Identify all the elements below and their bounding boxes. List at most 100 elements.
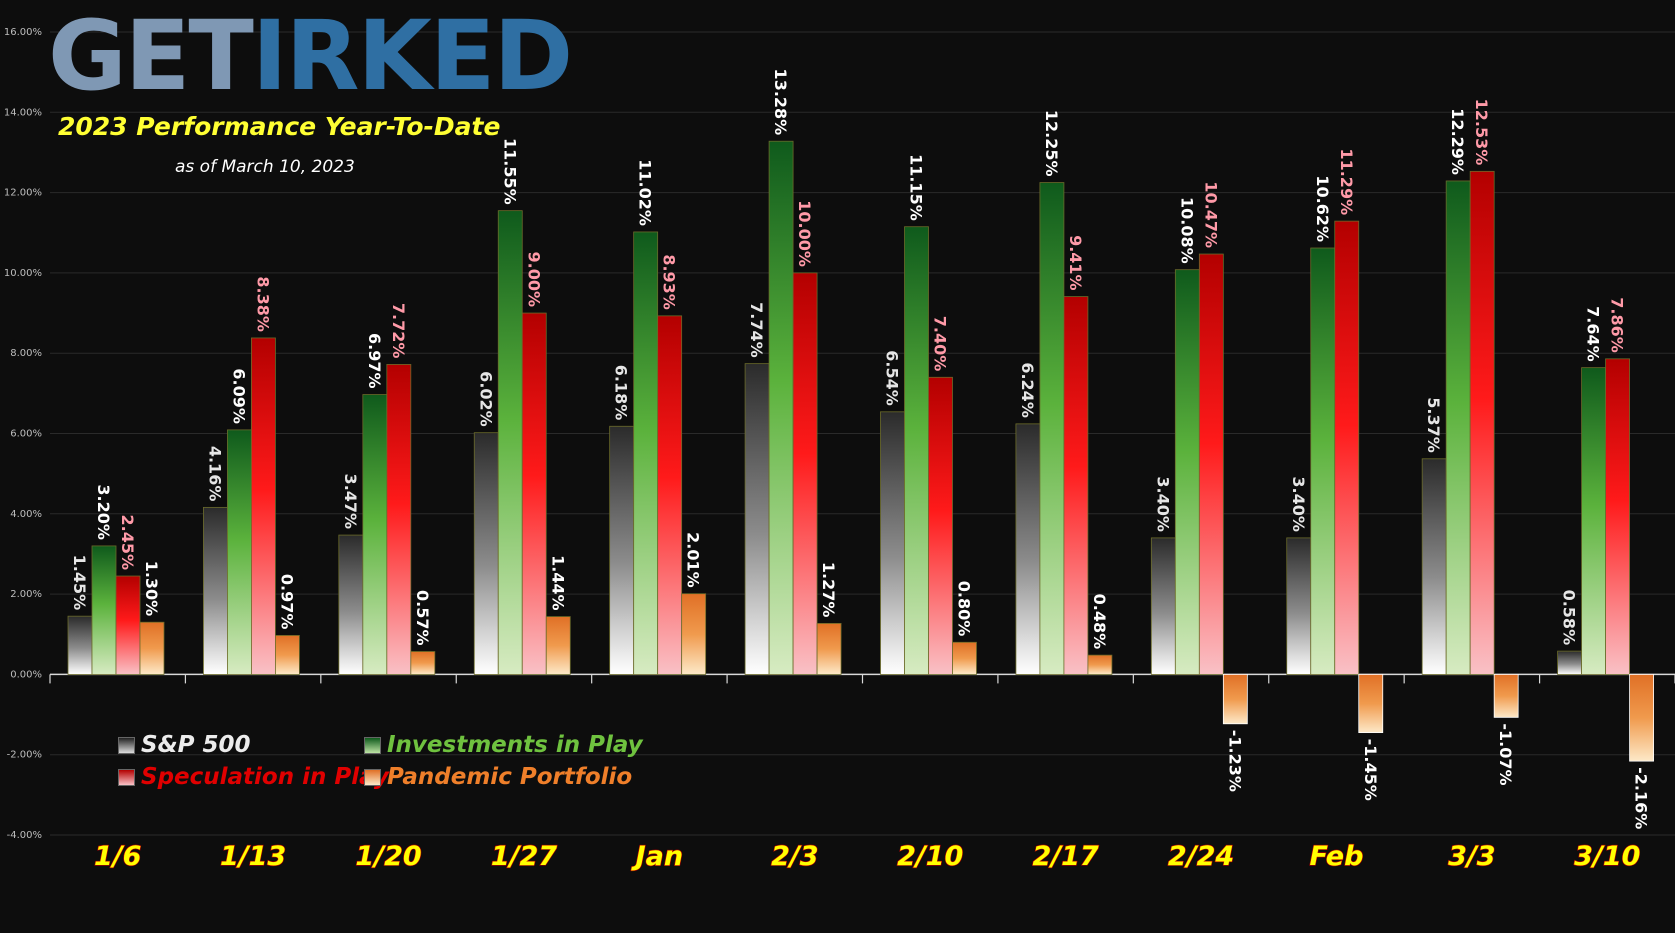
bar-speculation [1469,170,1495,675]
bar-investments [768,140,794,675]
data-label-pandemic: 0.97% [277,574,296,630]
data-label-pandemic: -1.07% [1496,723,1515,785]
bar-sp500 [880,411,905,675]
bar-investments [1445,180,1471,675]
bar-sp500 [1421,458,1447,675]
data-label-speculation: 9.00% [524,252,543,308]
bar-speculation [1063,296,1089,675]
data-label-investments: 12.29% [1448,108,1467,175]
x-tick-label: 1/13 [220,841,286,872]
y-tick-label: 12.00% [4,188,42,199]
x-tick-label: 1/27 [491,841,557,872]
x-tick-label: 2/24 [1168,841,1234,872]
data-label-sp500: 3.47% [341,474,360,530]
bar-pandemic [139,621,165,675]
y-tick-label: 4.00% [10,509,42,520]
data-label-sp500: 6.54% [883,350,902,406]
data-label-pandemic: 0.48% [1090,594,1109,650]
legend-label-investments: Investments in Play [387,732,643,758]
data-label-speculation: 2.45% [118,515,137,571]
data-label-investments: 6.97% [365,333,384,389]
data-label-investments: 11.02% [636,159,655,226]
x-tick-label: 1/6 [94,841,141,872]
bar-sp500 [473,432,499,675]
x-tick-label: 1/20 [355,841,421,872]
data-label-speculation: 7.86% [1608,297,1627,353]
bar-investments [362,394,388,675]
logo-irked-text: IRKED [251,0,573,112]
legend-item-pandemic: Pandemic Portfolio [364,764,632,790]
bar-investments [904,226,929,675]
bar-investments [227,429,252,675]
legend-label-sp500: S&P 500 [141,732,251,758]
bar-investments [497,210,523,675]
x-tick-label: Feb [1309,841,1363,872]
data-label-speculation: 7.72% [389,303,408,359]
bar-pandemic [1629,674,1654,762]
bar-speculation [1198,253,1224,675]
bar-pandemic [545,616,571,675]
data-label-sp500: 6.02% [476,371,495,427]
y-tick-label: 16.00% [4,27,42,38]
bar-investments [1174,269,1200,675]
bar-speculation [792,272,818,675]
data-label-sp500: 6.24% [1018,362,1037,418]
bar-speculation [657,315,683,675]
x-tick-label: 3/3 [1448,841,1495,872]
legend: S&P 500 Investments in Play Speculation … [118,732,678,802]
data-label-investments: 10.08% [1177,197,1196,264]
x-tick-label: 3/10 [1574,841,1640,872]
legend-item-speculation: Speculation in Play [118,764,389,790]
data-label-investments: 13.28% [771,69,790,136]
bar-investments [1581,367,1606,675]
data-label-sp500: 4.16% [205,446,224,502]
bar-sp500 [609,425,635,675]
data-label-pandemic: 1.27% [819,562,838,618]
legend-item-sp500: S&P 500 [118,732,251,758]
legend-swatch-pandemic [364,768,381,786]
y-tick-label: -4.00% [7,830,42,841]
x-tick-label: 2/3 [771,841,818,872]
bar-speculation [1334,220,1360,675]
bar-sp500 [1015,423,1041,675]
legend-label-speculation: Speculation in Play [141,764,389,790]
data-label-investments: 3.20% [94,484,113,540]
data-label-investments: 10.62% [1313,175,1332,242]
data-label-pandemic: 0.57% [413,590,432,646]
bar-pandemic [681,593,707,675]
legend-swatch-investments [364,736,381,754]
bar-pandemic [952,641,977,675]
bar-pandemic [816,623,842,675]
y-tick-label: 14.00% [4,107,42,118]
y-tick-label: 0.00% [10,669,42,680]
legend-item-investments: Investments in Play [364,732,643,758]
bar-pandemic [275,635,300,675]
data-label-pandemic: -1.45% [1361,739,1380,801]
bar-speculation [521,312,547,675]
data-label-investments: 11.55% [500,138,519,205]
logo-get-text: GET [48,0,254,112]
bar-pandemic [1087,654,1113,675]
data-label-investments: 7.64% [1584,306,1603,362]
bar-pandemic [410,651,436,675]
chart-title: 2023 Performance Year-To-Date [58,112,501,141]
bar-pandemic [1358,674,1384,734]
data-label-sp500: 7.74% [747,302,766,358]
data-label-speculation: 8.38% [253,276,272,332]
data-label-speculation: 10.00% [795,200,814,267]
data-label-pandemic: 1.30% [142,561,161,617]
data-label-sp500: 3.40% [1289,476,1308,532]
y-tick-label: -2.00% [7,750,42,761]
bar-sp500 [744,363,770,675]
bar-sp500 [67,615,93,675]
y-tick-label: 10.00% [4,268,42,279]
data-label-pandemic: 0.80% [955,581,974,637]
data-label-sp500: 0.58% [1560,590,1579,646]
bar-sp500 [1150,537,1176,675]
getirked-logo: GETIRKED [48,8,573,104]
bar-speculation [928,376,953,675]
data-label-pandemic: 2.01% [684,532,703,588]
data-label-speculation: 9.41% [1066,235,1085,291]
bar-speculation [251,337,276,675]
